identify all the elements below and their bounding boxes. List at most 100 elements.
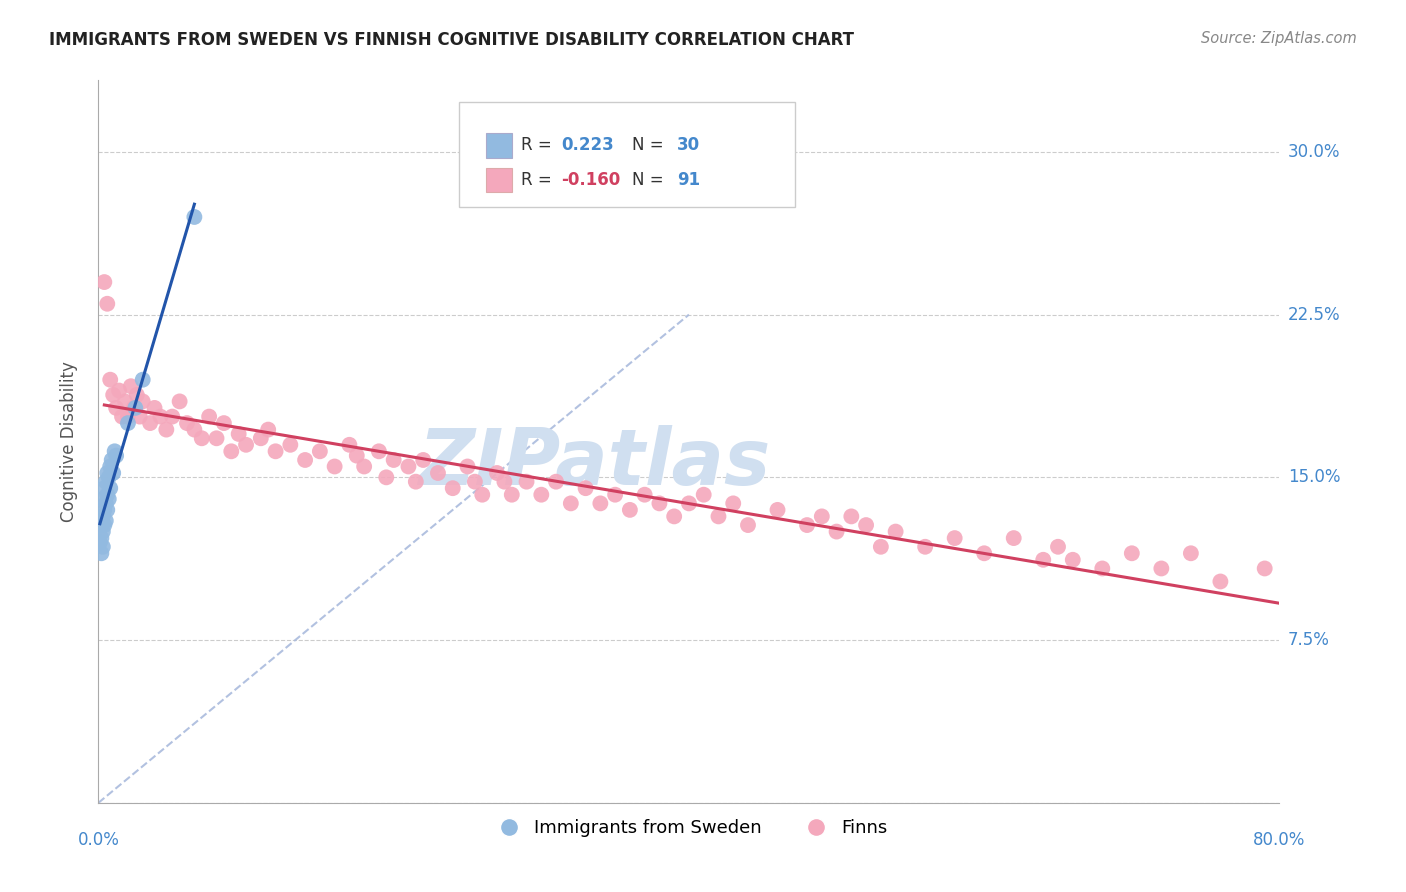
Point: [589, 496, 612, 510]
Text: ZIPatlas: ZIPatlas: [419, 425, 770, 501]
Point: [212, 416, 235, 430]
Point: [89, 514, 111, 528]
Point: [737, 518, 759, 533]
Point: [176, 416, 198, 430]
Point: [98, 459, 121, 474]
Text: 91: 91: [678, 171, 700, 189]
Point: [93, 518, 115, 533]
Point: [486, 466, 509, 480]
Point: [93, 503, 115, 517]
Point: [346, 449, 368, 463]
Point: [1254, 561, 1277, 575]
Point: [575, 481, 598, 495]
Point: [235, 438, 257, 452]
FancyBboxPatch shape: [486, 168, 512, 193]
Point: [111, 409, 134, 424]
Point: [530, 488, 553, 502]
Point: [412, 453, 434, 467]
Text: N =: N =: [633, 171, 669, 189]
Text: IMMIGRANTS FROM SWEDEN VS FINNISH COGNITIVE DISABILITY CORRELATION CHART: IMMIGRANTS FROM SWEDEN VS FINNISH COGNIT…: [49, 31, 855, 49]
Point: [228, 426, 250, 441]
Point: [693, 488, 716, 502]
Point: [90, 518, 112, 533]
Point: [825, 524, 848, 539]
FancyBboxPatch shape: [458, 102, 796, 207]
Point: [1150, 561, 1173, 575]
Point: [91, 509, 114, 524]
Point: [162, 409, 183, 424]
Point: [398, 459, 420, 474]
Point: [441, 481, 464, 495]
Point: [323, 459, 346, 474]
Point: [198, 409, 221, 424]
Point: [104, 444, 127, 458]
Point: [91, 491, 114, 506]
Point: [375, 470, 398, 484]
Point: [257, 423, 280, 437]
Point: [494, 475, 516, 489]
Point: [96, 297, 118, 311]
Point: [125, 388, 148, 402]
Point: [169, 394, 191, 409]
Point: [766, 503, 789, 517]
Point: [1180, 546, 1202, 560]
Point: [1091, 561, 1114, 575]
FancyBboxPatch shape: [486, 133, 512, 158]
Point: [105, 401, 128, 415]
Point: [353, 459, 375, 474]
Point: [471, 488, 494, 502]
Point: [723, 496, 745, 510]
Point: [94, 496, 117, 510]
Point: [841, 509, 863, 524]
Point: [117, 409, 139, 424]
Text: N =: N =: [633, 136, 669, 154]
Point: [405, 475, 427, 489]
Point: [309, 444, 332, 458]
Point: [124, 401, 146, 415]
Point: [132, 394, 155, 409]
Point: [264, 444, 287, 458]
Point: [128, 409, 150, 424]
Point: [1121, 546, 1143, 560]
Text: 15.0%: 15.0%: [1288, 468, 1340, 486]
Point: [114, 394, 136, 409]
Point: [855, 518, 877, 533]
Point: [1209, 574, 1232, 589]
Point: [1284, 661, 1306, 675]
Point: [810, 509, 832, 524]
Point: [1032, 553, 1054, 567]
Point: [191, 431, 214, 445]
Point: [546, 475, 568, 489]
Point: [516, 475, 538, 489]
Point: [914, 540, 936, 554]
Text: 7.5%: 7.5%: [1288, 631, 1330, 649]
Point: [1046, 540, 1070, 554]
Point: [97, 470, 120, 484]
Text: 80.0%: 80.0%: [1253, 830, 1306, 848]
Point: [648, 496, 671, 510]
Point: [122, 401, 145, 415]
Point: [280, 438, 302, 452]
Point: [93, 481, 115, 495]
Y-axis label: Cognitive Disability: Cognitive Disability: [59, 361, 77, 522]
Point: [183, 210, 205, 224]
Point: [155, 423, 177, 437]
Point: [457, 459, 479, 474]
Point: [139, 416, 162, 430]
Text: 30: 30: [678, 136, 700, 154]
Point: [105, 449, 128, 463]
Text: R =: R =: [522, 136, 557, 154]
Point: [250, 431, 273, 445]
Point: [98, 481, 121, 495]
Point: [96, 488, 118, 502]
Point: [605, 488, 627, 502]
Point: [132, 373, 155, 387]
Point: [89, 535, 111, 549]
Text: 22.5%: 22.5%: [1288, 306, 1340, 324]
Point: [149, 409, 172, 424]
Text: Source: ZipAtlas.com: Source: ZipAtlas.com: [1201, 31, 1357, 46]
Point: [97, 491, 120, 506]
Point: [707, 509, 730, 524]
Point: [108, 384, 131, 398]
Point: [973, 546, 995, 560]
